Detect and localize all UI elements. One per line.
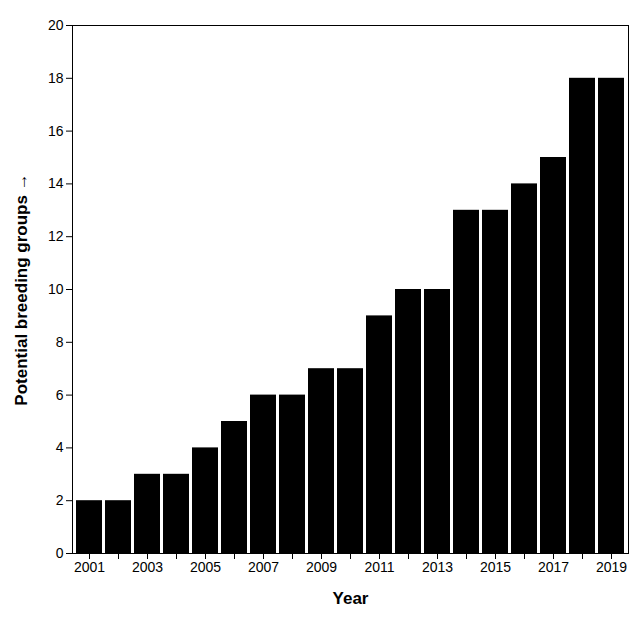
svg-text:2017: 2017 bbox=[538, 559, 569, 575]
svg-text:2011: 2011 bbox=[364, 559, 394, 575]
svg-text:4: 4 bbox=[56, 439, 64, 455]
svg-text:2001: 2001 bbox=[74, 559, 105, 575]
svg-text:8: 8 bbox=[56, 334, 64, 350]
svg-text:2005: 2005 bbox=[190, 559, 221, 575]
svg-text:2003: 2003 bbox=[132, 559, 163, 575]
svg-text:16: 16 bbox=[48, 123, 64, 139]
svg-text:2013: 2013 bbox=[422, 559, 453, 575]
svg-text:6: 6 bbox=[56, 387, 64, 403]
svg-text:0: 0 bbox=[56, 545, 64, 561]
svg-text:Year: Year bbox=[333, 589, 369, 608]
svg-text:12: 12 bbox=[48, 228, 64, 244]
svg-text:18: 18 bbox=[48, 70, 64, 86]
svg-text:2: 2 bbox=[56, 492, 64, 508]
svg-text:Potential breeding groups →: Potential breeding groups → bbox=[12, 173, 31, 405]
svg-text:20: 20 bbox=[48, 17, 64, 33]
svg-text:2015: 2015 bbox=[480, 559, 511, 575]
svg-text:2007: 2007 bbox=[248, 559, 279, 575]
svg-text:10: 10 bbox=[48, 281, 64, 297]
svg-text:14: 14 bbox=[48, 175, 64, 191]
svg-text:2009: 2009 bbox=[306, 559, 337, 575]
svg-text:2019: 2019 bbox=[596, 559, 627, 575]
